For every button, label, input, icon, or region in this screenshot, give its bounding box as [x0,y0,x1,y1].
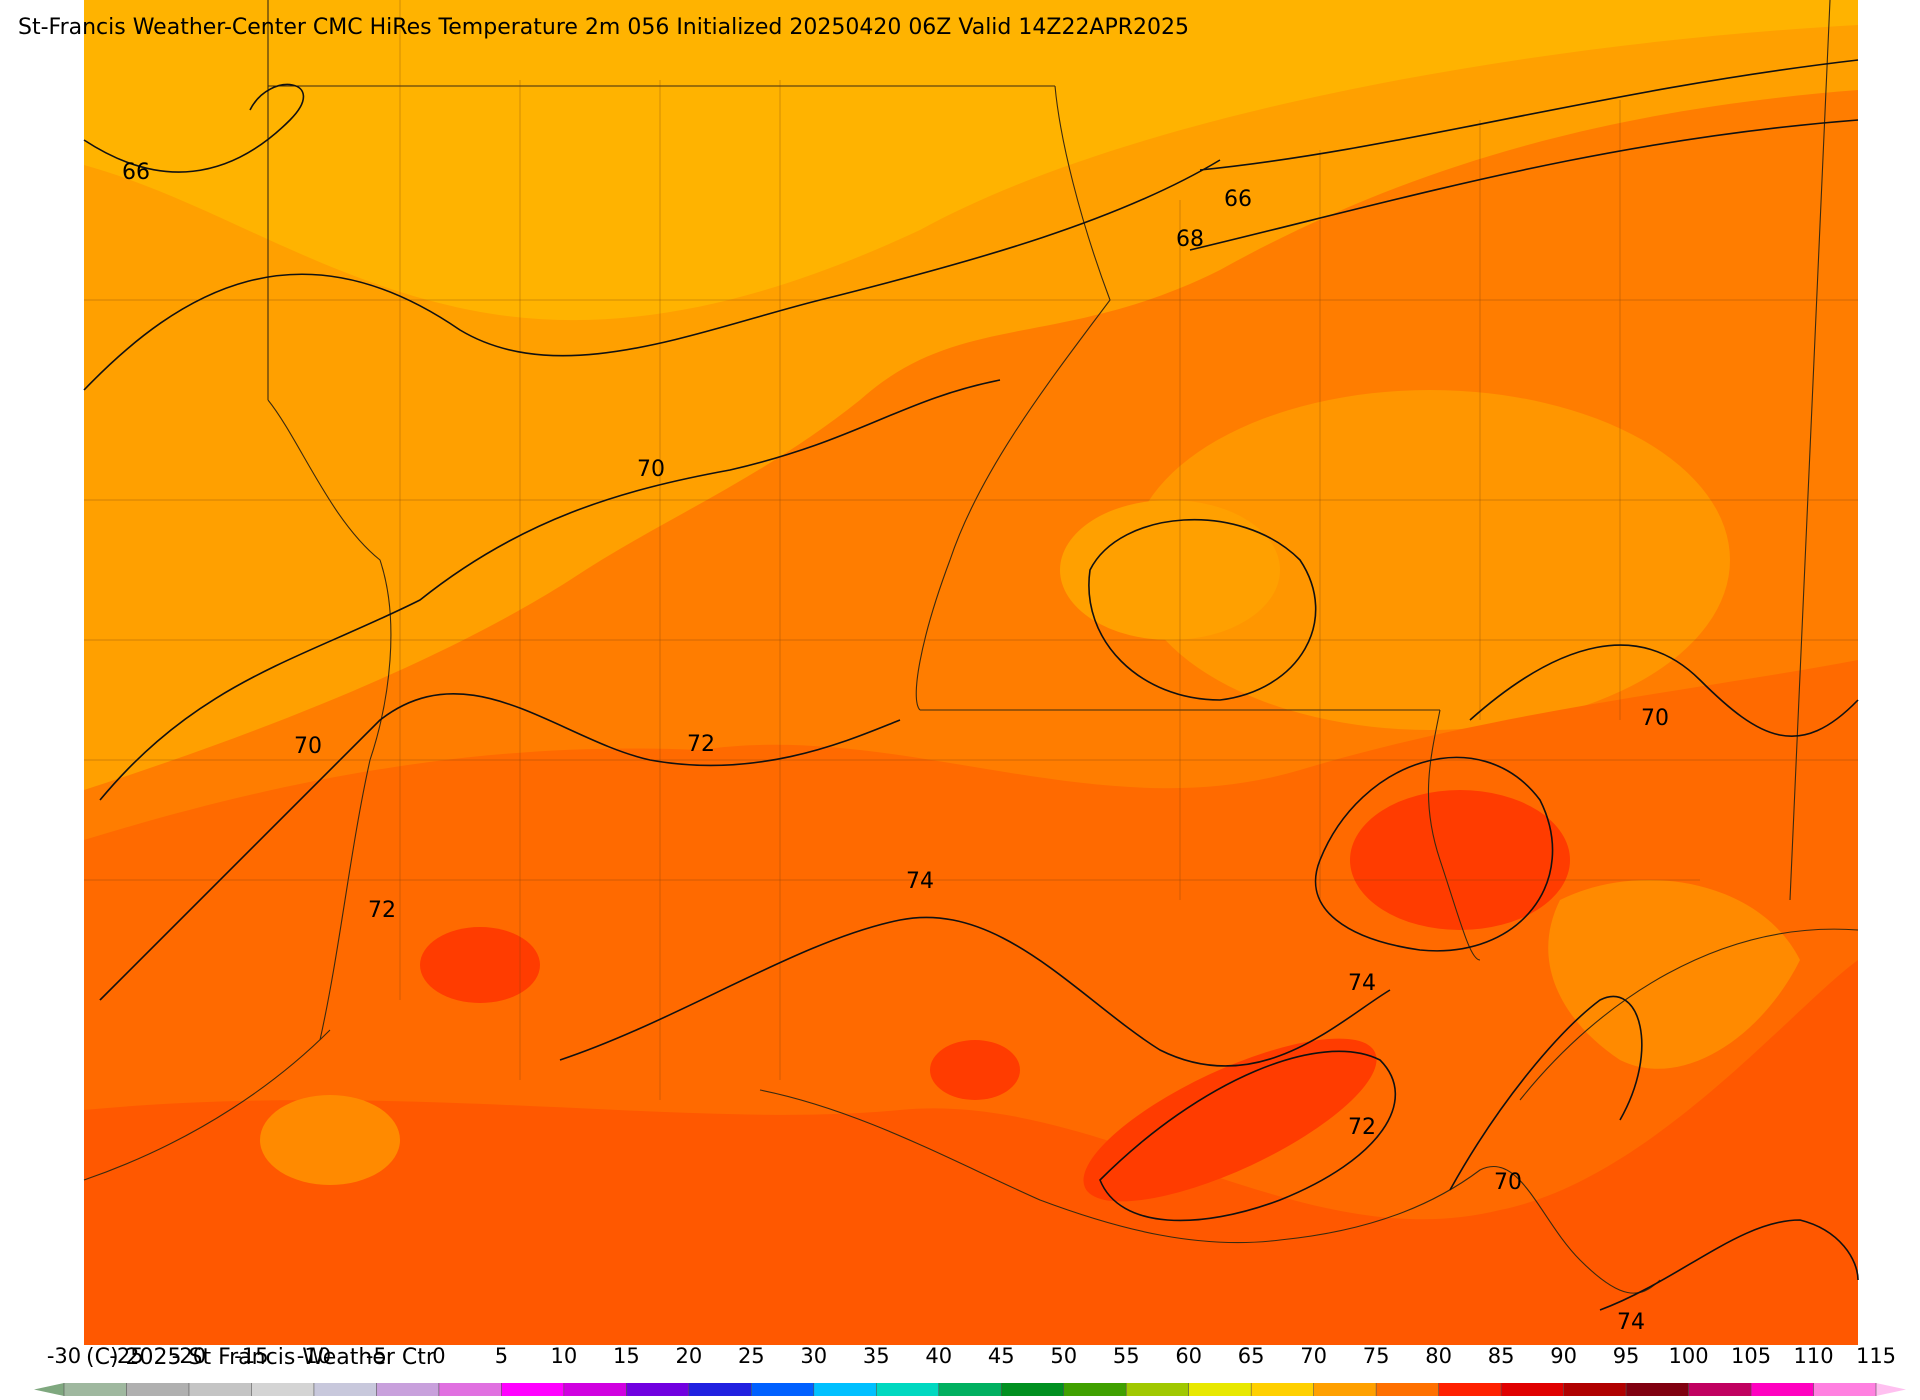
field-region [260,1095,400,1185]
colorbar: -30 -25 -20 -15 -10 -5 0 5 10 15 20 25 30 35 40 45 50 55 6… [34,1344,1906,1396]
colorbar-segment [1563,1383,1627,1396]
colorbar-tick-label: -20 [172,1344,206,1368]
map-title: St-Francis Weather-Center CMC HiRes Temp… [18,15,1189,40]
field-region [1060,500,1280,640]
temperature-field [84,0,1858,1345]
contour-label: 66 [1224,187,1252,212]
colorbar-tick-label: 45 [988,1344,1015,1368]
contour-label: 68 [1176,227,1204,252]
field-region [1548,880,1800,1069]
colorbar-segment [188,1383,252,1396]
colorbar-segment [438,1383,502,1396]
colorbar-segment [313,1383,377,1396]
field-region [1130,390,1730,730]
colorbar-segment [688,1383,752,1396]
colorbar-segment [1501,1383,1565,1396]
colorbar-tick-label: 25 [738,1344,765,1368]
contour-label: 70 [294,734,322,759]
colorbar-tick-label: 115 [1856,1344,1896,1368]
field-region [1083,1038,1377,1202]
colorbar-segment [1126,1383,1190,1396]
colorbar-tick-label: 20 [675,1344,702,1368]
colorbar-segment [626,1383,690,1396]
colorbar-tick-label: 55 [1113,1344,1140,1368]
colorbar-tick-label: -30 [47,1344,81,1368]
colorbar-segment [813,1383,877,1396]
colorbar-segment [1313,1383,1377,1396]
colorbar-tick-label: 75 [1363,1344,1390,1368]
colorbar-tick-label: 15 [613,1344,640,1368]
colorbar-tick-label: 60 [1175,1344,1202,1368]
colorbar-tick-label: 0 [432,1344,445,1368]
contour-labels: 66 66 68 70 70 72 70 72 74 74 72 70 74 [122,160,1669,1335]
coastline [83,928,1859,1294]
colorbar-tick-label: 50 [1050,1344,1077,1368]
colorbar-segment [1751,1383,1815,1396]
field-region [420,927,540,1003]
colorbar-arrow [34,1383,64,1396]
colorbar-tick-label: -10 [297,1344,331,1368]
colorbar-segment [1688,1383,1752,1396]
colorbar-tick-label: 105 [1731,1344,1771,1368]
colorbar-segment [1001,1383,1065,1396]
colorbar-segment [251,1383,315,1396]
colorbar-segment [376,1383,440,1396]
colorbar-segment [1438,1383,1502,1396]
colorbar-tick-label: 10 [550,1344,577,1368]
colorbar-tick-label: 110 [1793,1344,1833,1368]
colorbar-segment [501,1383,565,1396]
field-region [930,1040,1020,1100]
colorbar-segment [1188,1383,1252,1396]
colorbar-tick-label: 95 [1613,1344,1640,1368]
colorbar-segment [563,1383,627,1396]
contour-label: 74 [906,869,934,894]
colorbar-tick-label: -5 [366,1344,387,1368]
contour-label: 72 [368,898,396,923]
contour-label: 74 [1348,971,1376,996]
colorbar-segment [938,1383,1002,1396]
boundaries [83,0,1859,1294]
colorbar-segment [876,1383,940,1396]
contour-label: 70 [637,457,665,482]
isotherms [83,59,1859,1311]
contour-label: 70 [1494,1170,1522,1195]
contour-label: 72 [1348,1115,1376,1140]
field-region [84,0,1858,321]
contour-label: 66 [122,160,150,185]
colorbar-tick-label: 40 [925,1344,952,1368]
colorbar-tick-label: 5 [495,1344,508,1368]
colorbar-tick-label: 30 [800,1344,827,1368]
field-region [84,960,1858,1345]
field-region [1350,790,1570,930]
colorbar-tick-label: 100 [1669,1344,1709,1368]
colorbar-segment [1376,1383,1440,1396]
county-lines [84,0,1858,1100]
copyright: (C) 2025 St Francis Weather Ctr [86,1345,436,1370]
colorbar-segment [1626,1383,1690,1396]
colorbar-tick-label: 65 [1238,1344,1265,1368]
contour-label: 70 [1641,706,1669,731]
colorbar-arrow [1876,1383,1906,1396]
colorbar-segment [1251,1383,1315,1396]
colorbar-tick-label: 90 [1550,1344,1577,1368]
colorbar-segment [1063,1383,1127,1396]
colorbar-tick-label: 80 [1425,1344,1452,1368]
colorbar-segment [64,1383,127,1396]
colorbar-tick-label: -15 [234,1344,268,1368]
colorbar-tick-label: -25 [109,1344,143,1368]
colorbar-segment [126,1383,190,1396]
contour-label: 72 [687,732,715,757]
colorbar-segment [1813,1383,1877,1396]
colorbar-segment [751,1383,815,1396]
colorbar-tick-label: 70 [1300,1344,1327,1368]
colorbar-tick-label: 35 [863,1344,890,1368]
colorbar-tick-label: 85 [1488,1344,1515,1368]
contour-label: 74 [1617,1310,1645,1335]
